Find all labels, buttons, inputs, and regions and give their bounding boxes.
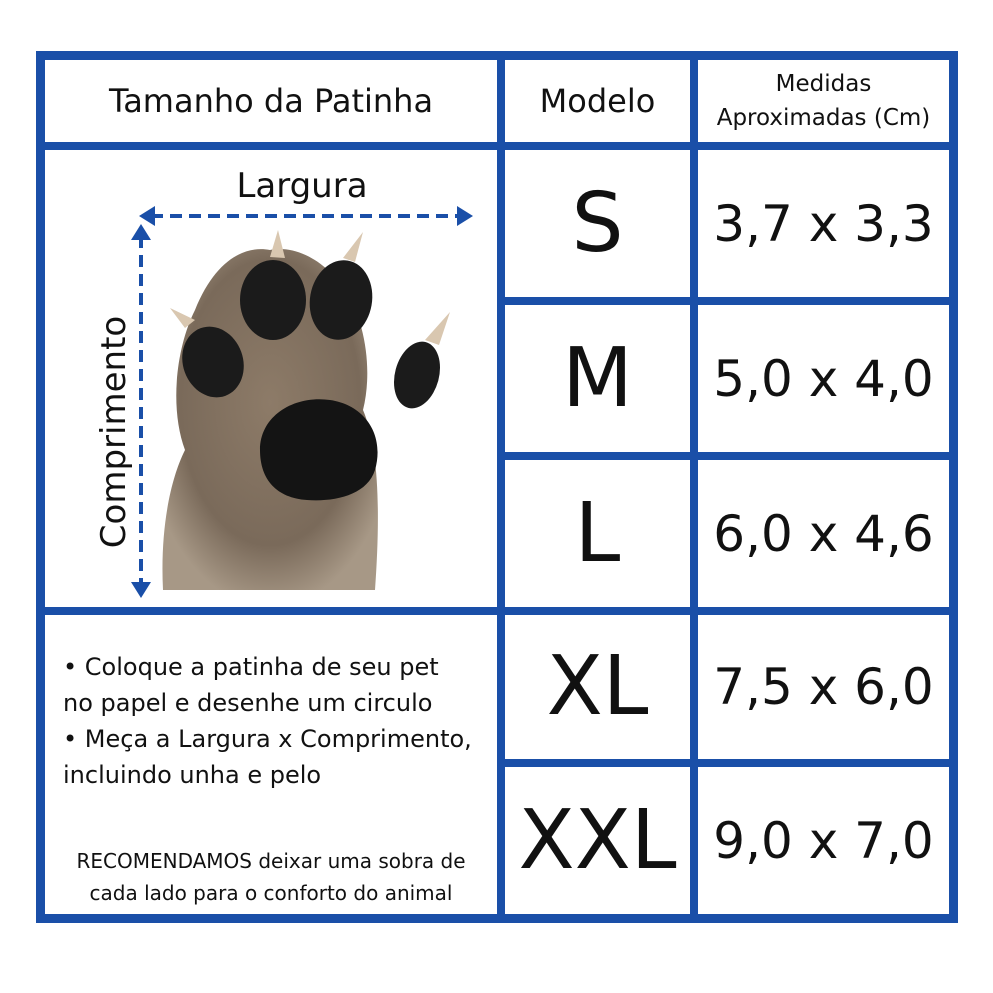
width-label: Largura bbox=[236, 166, 367, 206]
paw-diagram-cell: Largura Comprimento bbox=[45, 150, 497, 607]
model-cell-l: L bbox=[505, 460, 690, 607]
header-measures-line2: Aproximadas (Cm) bbox=[716, 105, 931, 131]
note-line-2: cada lado para o conforto do animal bbox=[89, 881, 453, 905]
model-label: M bbox=[562, 330, 633, 426]
toe-pad-3 bbox=[309, 260, 373, 340]
model-cell-xxl: XXL bbox=[505, 767, 690, 914]
instructions-cell: • Coloque a patinha de seu pet no papel … bbox=[45, 615, 497, 914]
model-label: L bbox=[574, 485, 621, 581]
measure-value: 5,0 x 4,0 bbox=[713, 349, 934, 408]
claw-4 bbox=[170, 308, 195, 328]
length-arrow-bottom-head bbox=[131, 582, 151, 598]
instruction-line-4: incluindo unha e pelo bbox=[63, 761, 322, 789]
toe-pad-4 bbox=[393, 341, 441, 409]
instructions-text: • Coloque a patinha de seu pet no papel … bbox=[63, 649, 472, 793]
measure-cell-m: 5,0 x 4,0 bbox=[698, 305, 949, 452]
measure-value: 9,0 x 7,0 bbox=[713, 811, 934, 870]
measure-value: 7,5 x 6,0 bbox=[713, 658, 934, 716]
header-measures-line1: Medidas bbox=[775, 71, 872, 97]
instruction-line-1: • Coloque a patinha de seu pet bbox=[63, 653, 439, 681]
size-chart-table: Tamanho da Patinha Modelo Medidas Aproxi… bbox=[36, 51, 958, 923]
width-arrow-right-head bbox=[457, 206, 473, 226]
claw-3 bbox=[425, 312, 450, 345]
measure-cell-xl: 7,5 x 6,0 bbox=[698, 615, 949, 759]
model-label: S bbox=[571, 175, 624, 271]
recommendation-note: RECOMENDAMOS deixar uma sobra de cada la… bbox=[45, 845, 497, 909]
model-cell-s: S bbox=[505, 150, 690, 297]
header-measures: Medidas Aproximadas (Cm) bbox=[698, 60, 949, 142]
measure-value: 3,7 x 3,3 bbox=[713, 194, 934, 253]
toe-pad-1 bbox=[182, 326, 244, 398]
model-cell-xl: XL bbox=[505, 615, 690, 759]
instruction-line-2: no papel e desenhe um circulo bbox=[63, 689, 433, 717]
header-paw-size: Tamanho da Patinha bbox=[45, 60, 497, 142]
instruction-line-3: • Meça a Largura x Comprimento, bbox=[63, 725, 472, 753]
note-line-1: RECOMENDAMOS deixar uma sobra de bbox=[76, 849, 466, 873]
model-cell-m: M bbox=[505, 305, 690, 452]
header-paw-size-label: Tamanho da Patinha bbox=[108, 82, 434, 120]
measure-value: 6,0 x 4,6 bbox=[713, 504, 934, 563]
measure-cell-l: 6,0 x 4,6 bbox=[698, 460, 949, 607]
model-label: XXL bbox=[518, 792, 677, 888]
claw-2 bbox=[343, 232, 363, 262]
measure-cell-s: 3,7 x 3,3 bbox=[698, 150, 949, 297]
length-label: Comprimento bbox=[94, 316, 134, 548]
claw-1 bbox=[270, 230, 285, 258]
main-pad bbox=[260, 399, 378, 501]
model-label: XL bbox=[546, 639, 649, 734]
measure-cell-xxl: 9,0 x 7,0 bbox=[698, 767, 949, 914]
paw-diagram: Largura Comprimento bbox=[94, 166, 473, 598]
toe-pad-2 bbox=[240, 260, 306, 340]
header-model-label: Modelo bbox=[539, 82, 656, 120]
width-arrow-left-head bbox=[139, 206, 155, 226]
header-model: Modelo bbox=[505, 60, 690, 142]
length-arrow-top-head bbox=[131, 224, 151, 240]
